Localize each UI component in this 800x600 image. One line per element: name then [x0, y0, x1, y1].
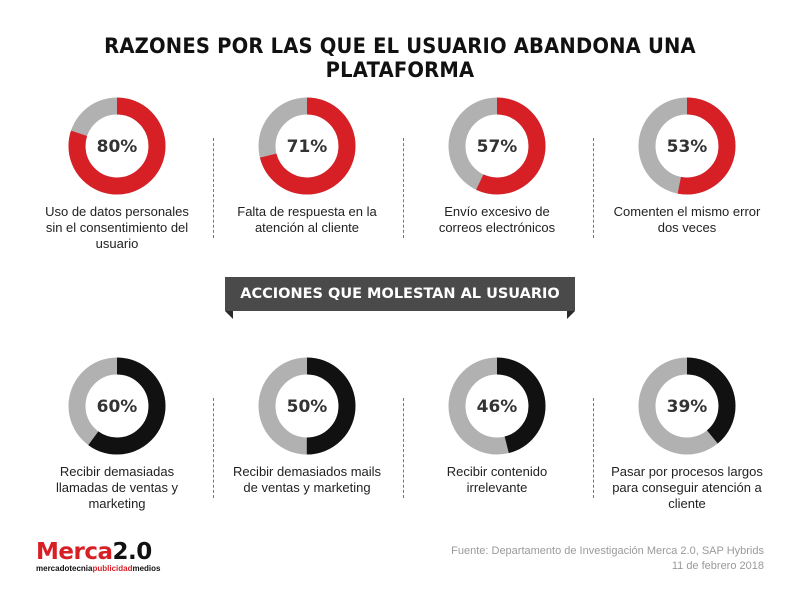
donut-label: Uso de datos personales sin el consentim… [45, 204, 189, 251]
logo-tagline-b: publicidad [92, 564, 133, 573]
column-divider [403, 398, 404, 498]
donut-percent: 57% [477, 137, 518, 157]
donut-chart: 46% [448, 357, 546, 455]
brand-logo: Merca2.0 mercadotecniapublicidadmedios [36, 540, 160, 574]
page-title: RAZONES POR LAS QUE EL USUARIO ABANDONA … [104, 34, 696, 82]
logo-brand: Merca [36, 539, 113, 565]
source-date: 11 de febrero 2018 [671, 560, 764, 572]
donut-percent: 71% [287, 137, 328, 157]
donut-chart: 60% [68, 357, 166, 455]
source-line: Fuente: Departamento de Investigación Me… [451, 545, 764, 557]
donut-label: Recibir demasiados mails de ventas y mar… [232, 464, 382, 495]
donut-chart: 80% [68, 97, 166, 195]
logo-tagline-c: medios [132, 564, 161, 573]
source-note: Fuente: Departamento de Investigación Me… [451, 544, 764, 574]
donut-percent: 60% [97, 397, 138, 417]
donut-chart: 39% [638, 357, 736, 455]
donut-value-arc [448, 357, 546, 455]
donut-card-5: 60% Recibir demasiadas llamadas de venta… [27, 356, 207, 512]
donut-label: Envío excesivo de correos electrónicos [438, 204, 556, 235]
banner-fold-right [567, 311, 575, 319]
donut-value-arc [258, 97, 356, 195]
donut-label: Comenten el mismo error dos veces [613, 204, 761, 235]
donut-percent: 50% [287, 397, 328, 417]
column-divider [213, 138, 214, 238]
logo-tagline: mercadotecniapublicidadmedios [36, 564, 160, 574]
banner-fold-left [225, 311, 233, 319]
donut-chart: 71% [258, 97, 356, 195]
donut-card-6: 50% Recibir demasiados mails de ventas y… [217, 356, 397, 496]
column-divider [213, 398, 214, 498]
logo-wordmark: Merca2.0 [36, 540, 160, 564]
section-banner: ACCIONES QUE MOLESTAN AL USUARIO [225, 277, 575, 311]
logo-tagline-a: mercadotecnia [36, 564, 93, 573]
donut-chart: 57% [448, 97, 546, 195]
donut-card-2: 71% Falta de respuesta en la atención al… [217, 96, 397, 236]
donut-card-8: 39% Pasar por procesos largos para conse… [597, 356, 777, 512]
donut-percent: 46% [477, 397, 518, 417]
donut-value-arc [638, 357, 736, 455]
donut-percent: 80% [97, 137, 138, 157]
donut-percent: 39% [667, 397, 708, 417]
donut-value-arc [448, 97, 546, 195]
donut-value-arc [68, 357, 166, 455]
donut-value-arc [638, 97, 736, 195]
section-banner-text: ACCIONES QUE MOLESTAN AL USUARIO [240, 286, 560, 302]
donut-value-arc [68, 97, 166, 195]
donut-label: Pasar por procesos largos para conseguir… [611, 464, 763, 511]
donut-percent: 53% [667, 137, 708, 157]
donut-label: Recibir demasiadas llamadas de ventas y … [55, 464, 179, 511]
donut-card-7: 46% Recibir contenido irrelevante [407, 356, 587, 496]
donut-chart: 50% [258, 357, 356, 455]
column-divider [403, 138, 404, 238]
donut-label: Recibir contenido irrelevante [446, 464, 548, 495]
donut-value-arc [258, 357, 356, 455]
column-divider [593, 398, 594, 498]
donut-card-4: 53% Comenten el mismo error dos veces [597, 96, 777, 236]
donut-card-1: 80% Uso de datos personales sin el conse… [27, 96, 207, 252]
donut-label: Falta de respuesta en la atención al cli… [237, 204, 377, 235]
donut-chart: 53% [638, 97, 736, 195]
logo-version: 2.0 [112, 539, 152, 565]
donut-card-3: 57% Envío excesivo de correos electrónic… [407, 96, 587, 236]
column-divider [593, 138, 594, 238]
